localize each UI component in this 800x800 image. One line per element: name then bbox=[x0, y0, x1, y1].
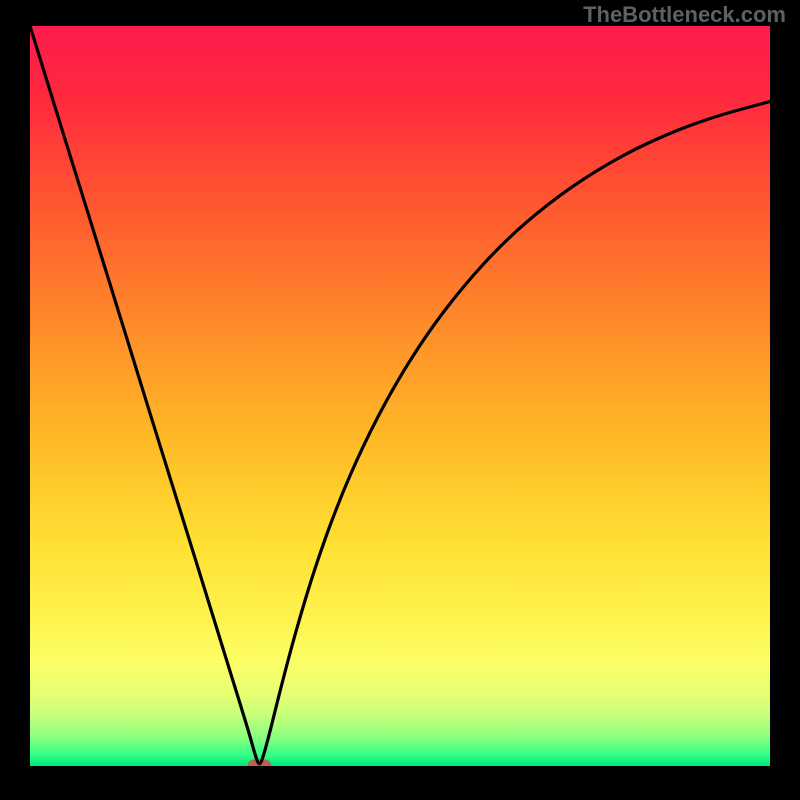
chart-plot-area bbox=[30, 26, 770, 766]
watermark-text: TheBottleneck.com bbox=[583, 2, 786, 28]
bottleneck-curve bbox=[30, 26, 770, 764]
chart-curve-layer bbox=[30, 26, 770, 766]
